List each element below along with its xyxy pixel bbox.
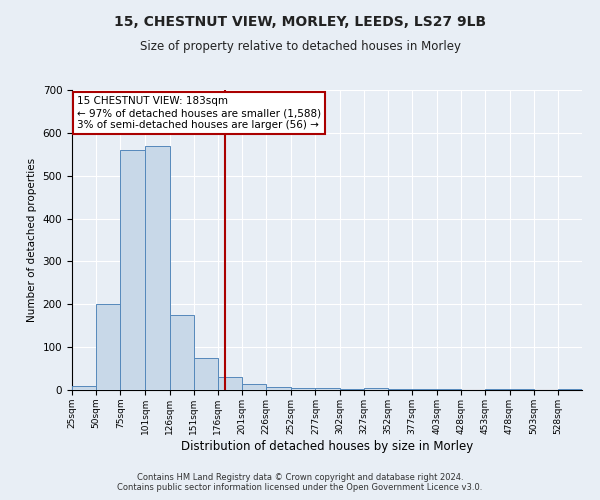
Bar (364, 388, 388, 390)
Bar (291, 388, 316, 390)
Bar (388, 389, 412, 390)
Bar (316, 388, 340, 390)
Bar (437, 389, 461, 390)
Bar (170, 315, 194, 390)
Bar (485, 389, 509, 390)
Bar (242, 384, 266, 390)
Bar (120, 150, 145, 390)
X-axis label: Distribution of detached houses by size in Morley: Distribution of detached houses by size … (181, 440, 473, 452)
Bar (558, 389, 582, 390)
Bar (96, 304, 120, 390)
Y-axis label: Number of detached properties: Number of detached properties (27, 158, 37, 322)
Text: Size of property relative to detached houses in Morley: Size of property relative to detached ho… (139, 40, 461, 53)
Text: 15, CHESTNUT VIEW, MORLEY, LEEDS, LS27 9LB: 15, CHESTNUT VIEW, MORLEY, LEEDS, LS27 9… (114, 15, 486, 29)
Bar (145, 146, 170, 390)
Bar (412, 389, 437, 390)
Bar (340, 389, 364, 390)
Bar (194, 358, 218, 390)
Bar (218, 377, 242, 390)
Bar (266, 386, 291, 390)
Text: 15 CHESTNUT VIEW: 183sqm
← 97% of detached houses are smaller (1,588)
3% of semi: 15 CHESTNUT VIEW: 183sqm ← 97% of detach… (77, 96, 321, 130)
Bar (72, 386, 96, 390)
Bar (509, 389, 534, 390)
Text: Contains HM Land Registry data © Crown copyright and database right 2024.
Contai: Contains HM Land Registry data © Crown c… (118, 473, 482, 492)
